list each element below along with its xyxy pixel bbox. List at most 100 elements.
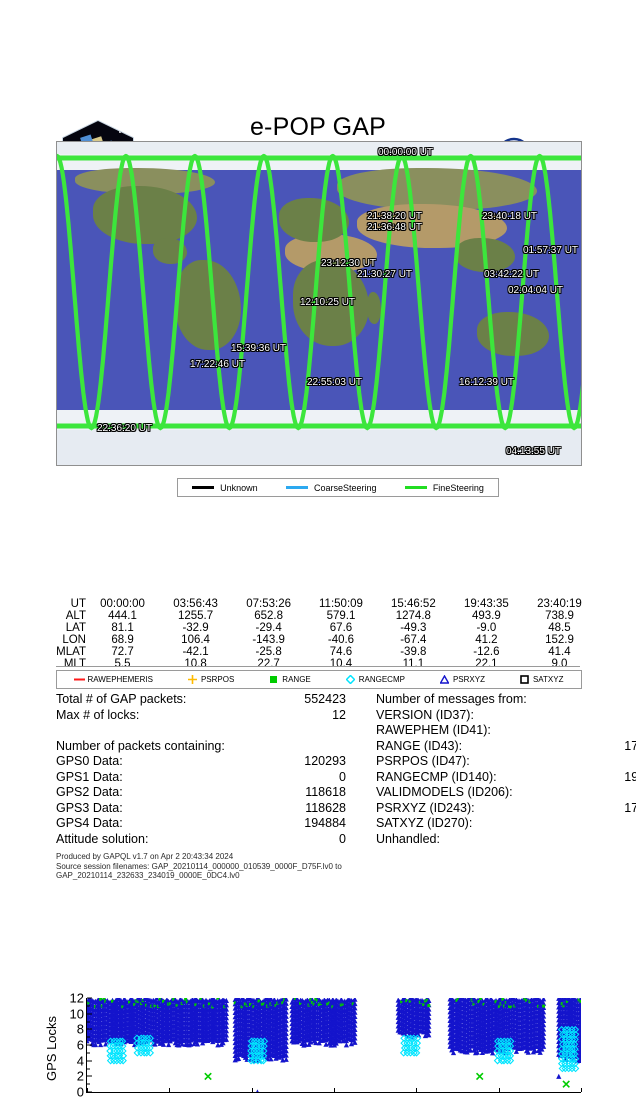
stat-row: GPS1 Data: 0: [56, 770, 346, 786]
axis-row-value: 68.9: [111, 634, 134, 646]
stat-value: 118628: [305, 800, 346, 815]
stat-row: RANGE (ID43): 177765: [376, 739, 636, 755]
land-siberia: [337, 168, 537, 210]
map-legend-item: FineSteering: [404, 483, 484, 493]
stat-value: 179493: [624, 800, 636, 815]
y-tick-mark: [87, 1028, 92, 1030]
map-steering-legend: Unknown CoarseSteering FineSteering: [177, 478, 499, 497]
marker-legend-label: RANGECMP: [358, 675, 405, 684]
stat-row: SATXYZ (ID270):0: [376, 816, 636, 832]
stat-value: 194867: [624, 769, 636, 784]
map-time-label: 21:36:48 UT: [367, 222, 423, 233]
stat-value: 552423: [304, 692, 346, 706]
marker-psrxyz: [256, 1089, 259, 1092]
marker-range-outlier: [204, 1072, 212, 1081]
map-time-label: 03:42:22 UT: [484, 269, 540, 280]
stat-max-locks: Max # of locks: 12: [56, 708, 346, 724]
map-time-label: 21:30:27 UT: [357, 269, 413, 280]
map-time-label: 22:55:03 UT: [307, 377, 363, 388]
stat-value: 177765: [624, 738, 636, 753]
stat-row: GPS3 Data: 118628: [56, 801, 346, 817]
x-tick-mark: [169, 1088, 171, 1092]
axis-row-value: 22.1: [475, 658, 498, 670]
axis-row-value: 444.1: [108, 610, 137, 622]
axis-row-label: UT: [70, 598, 86, 610]
axis-row-value: 579.1: [326, 610, 356, 622]
land-south-america: [175, 260, 241, 350]
marker-range-outlier: [562, 1080, 570, 1088]
axis-row-value: -29.4: [255, 622, 282, 634]
marker-legend-label: PSRPOS: [200, 675, 235, 684]
y-tick-label: 6: [76, 1037, 84, 1053]
statistics-section: Total # of GAP packets: 552423 Max # of …: [40, 692, 636, 846]
axis-row-value: 03:56:43: [173, 598, 218, 610]
axis-row-value: 493.9: [471, 610, 501, 622]
stat-label: VALIDMODELS (ID206):: [376, 785, 513, 799]
map-time-label: 22:36:20 UT: [97, 423, 153, 434]
legend-line-icon: [192, 486, 215, 489]
map-legend-item: Unknown: [192, 483, 258, 493]
x-tick-mark: [87, 1088, 88, 1092]
marker-legend-item: RANGECMP: [345, 674, 405, 685]
axis-readout-row: ALT 444.1 1255.7 652.8 579.1 1274.8 493.9 738.9: [40, 610, 596, 622]
axis-row-label: ALT: [65, 610, 86, 622]
axis-row-value: 07:53:26: [246, 598, 291, 610]
stats-messages-heading: Number of messages from:: [376, 692, 527, 706]
map-legend-label: Unknown: [220, 482, 258, 493]
stat-label: PSRPOS (ID47):: [376, 754, 470, 768]
axis-row-value: 81.1: [111, 622, 134, 634]
legend-line-icon: [404, 486, 427, 489]
axis-row-value: 67.6: [329, 622, 353, 634]
y-tick-label: 8: [76, 1021, 84, 1037]
y-tick-mark-minor: [87, 1052, 90, 1054]
stats-packets-column: Total # of GAP packets: 552423 Max # of …: [56, 692, 346, 847]
axis-row-value: 5.5: [114, 658, 131, 670]
y-tick-label: 4: [76, 1053, 84, 1069]
axis-row-value: 738.9: [545, 610, 574, 622]
axis-row-value: -49.3: [400, 622, 427, 634]
y-tick-label: 12: [69, 990, 84, 1006]
axis-row-value: 652.8: [254, 610, 283, 622]
axis-readout-row: LON 68.9 106.4 -143.9 -40.6 -67.4 41.2 152.9: [40, 634, 596, 646]
x-tick-mark: [251, 1088, 253, 1092]
marker-legend-item: PSRXYZ: [439, 674, 485, 684]
x-tick-mark: [416, 1088, 418, 1092]
stat-label: RANGE (ID43):: [376, 738, 463, 753]
orbit-tracks: [57, 153, 581, 431]
footer-provenance: Produced by GAPQL v1.7 on Apr 2 20:43:34…: [56, 852, 616, 881]
square-open-icon: [520, 675, 529, 684]
axis-row-value: -25.8: [255, 646, 282, 658]
x-tick-mark: [498, 1088, 500, 1092]
map-time-label: 00:00:00 UT: [378, 147, 434, 158]
map-time-label: 23:12:30 UT: [321, 258, 377, 269]
axis-readout-row: UT 00:00:00 03:56:43 07:53:26 11:50:09 15:46:…: [40, 598, 596, 610]
square-filled-icon: [269, 675, 278, 684]
axis-readout-row: MLAT 72.7 -42.1 -25.8 74.6 -39.8 -12.6 41.4: [40, 646, 596, 658]
axis-row-value: 00:00:00: [100, 598, 145, 610]
axis-row-value: -12.6: [473, 646, 500, 658]
axis-row-label: MLT: [63, 658, 86, 670]
stat-label: PSRXYZ (ID243):: [376, 800, 475, 815]
y-tick-mark-minor: [87, 1068, 90, 1069]
y-tick-label: 10: [69, 1006, 84, 1022]
stat-row: RAWEPHEM (ID41):0: [376, 723, 636, 739]
map-time-label: 21:38:20 UT: [367, 211, 423, 222]
marker-legend-label: SATXYZ: [532, 675, 564, 684]
marker-legend-item: RANGE: [269, 675, 311, 684]
y-tick-mark-minor: [87, 1083, 90, 1085]
stat-row: Attitude solution: 0: [56, 832, 346, 848]
axis-row-value: 152.9: [545, 634, 574, 646]
stat-label: GPS4 Data:: [56, 816, 123, 830]
stat-label: Unhandled:: [376, 831, 440, 846]
line-icon: [74, 675, 86, 684]
marker-psrxyz: [556, 1073, 562, 1079]
gps-locks-scatter: [87, 998, 581, 1092]
y-tick-label: 2: [76, 1068, 84, 1084]
stat-value: 120293: [304, 754, 346, 768]
message-type-legend: RAWEPHEMERIS PSRPOS RANGE RANGECMP PSRXYZ SAT…: [56, 670, 582, 689]
stat-row: VERSION (ID37):0: [376, 708, 636, 724]
stat-row: GPS2 Data: 118618: [56, 785, 346, 801]
axis-row-value: -42.1: [182, 646, 209, 658]
axis-row-value: -143.9: [252, 634, 285, 646]
stat-label: GPS3 Data:: [56, 800, 123, 815]
